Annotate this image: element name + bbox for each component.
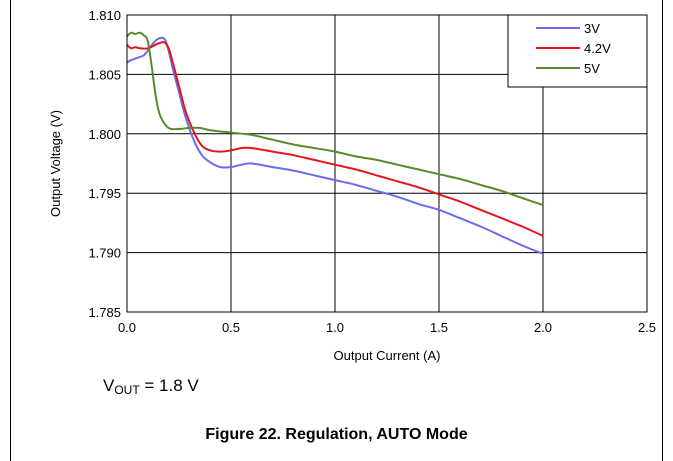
- y-tick-label: 1.795: [88, 186, 121, 201]
- series-line-5v: [126, 31, 544, 207]
- output-voltage-condition: VOUT = 1.8 V: [103, 376, 199, 397]
- x-tick-label: 2.5: [638, 320, 656, 335]
- y-tick-label: 1.785: [88, 305, 121, 320]
- y-tick-label: 1.800: [88, 127, 121, 142]
- plot-area-border: [126, 14, 648, 313]
- legend: 3V 4.2V 5V: [507, 14, 648, 88]
- x-axis-label: Output Current (A): [334, 348, 441, 363]
- x-tick-label: 1.5: [430, 320, 448, 335]
- series-line-4-2v: [126, 41, 544, 237]
- legend-label: 3V: [584, 21, 600, 36]
- y-tick-label: 1.810: [88, 8, 121, 23]
- x-tick-label: 1.0: [326, 320, 344, 335]
- figure-frame: [10, 0, 663, 461]
- series-line-3v: [126, 36, 544, 255]
- regulation-chart: 0.0 0.5 1.0 1.5 2.0 2.5 1.785 1.790 1.795 1.800 1.…: [48, 8, 656, 363]
- series-lines: [126, 31, 544, 255]
- y-axis-label: Output Voltage (V): [48, 110, 63, 217]
- legend-box: [507, 14, 648, 88]
- x-tick-label: 0.5: [222, 320, 240, 335]
- tick-labels: 0.0 0.5 1.0 1.5 2.0 2.5 1.785 1.790 1.795 1.800 1.…: [88, 8, 656, 335]
- vout-symbol: V: [103, 376, 115, 395]
- vout-subscript: OUT: [114, 383, 140, 397]
- x-tick-label: 2.0: [534, 320, 552, 335]
- y-tick-label: 1.805: [88, 67, 121, 82]
- x-tick-label: 0.0: [118, 320, 136, 335]
- y-tick-label: 1.790: [88, 246, 121, 261]
- figure-caption: Figure 22. Regulation, AUTO Mode: [205, 426, 468, 443]
- legend-label: 5V: [584, 61, 600, 76]
- legend-label: 4.2V: [584, 41, 611, 56]
- vout-value: = 1.8 V: [139, 376, 199, 395]
